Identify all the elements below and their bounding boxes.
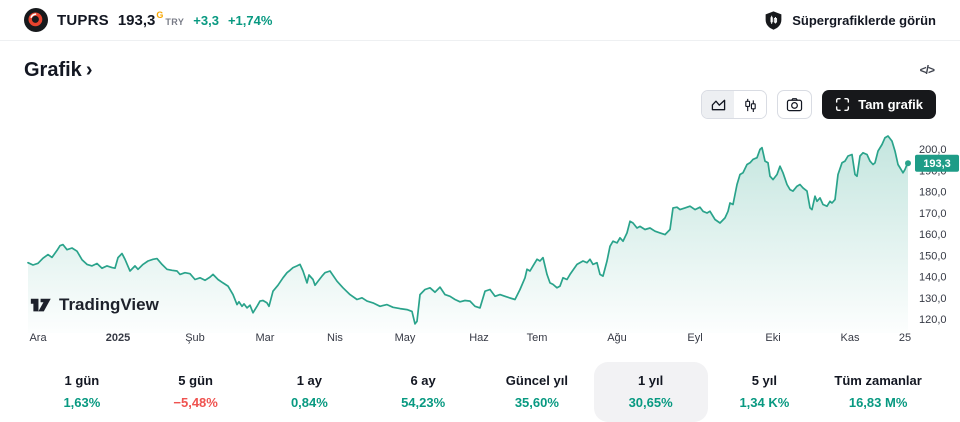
chevron-right-icon: › xyxy=(85,59,93,81)
chart-type-switch xyxy=(701,90,768,119)
tradingview-logo-icon xyxy=(30,298,51,311)
currency-label: TRY xyxy=(165,16,185,27)
x-axis-label: Ağu xyxy=(607,332,627,344)
range-label: 6 ay xyxy=(410,373,436,388)
range-performance: 1,63% xyxy=(63,395,101,410)
price-chart-canvas[interactable]: 200,0190,0180,0170,0160,0150,0140,0130,0… xyxy=(0,123,960,353)
y-axis-label: 170,0 xyxy=(919,208,947,220)
tradingview-watermark: TradingView xyxy=(30,295,159,315)
range-button-5gun[interactable]: 5 gün −5,48% xyxy=(139,362,253,422)
range-label: Güncel yıl xyxy=(505,373,568,388)
full-chart-button[interactable]: Tam grafik xyxy=(822,90,936,119)
range-button-tum-zamanlar[interactable]: Tüm zamanlar 16,83 M% xyxy=(821,362,935,422)
x-axis-label: Eyl xyxy=(687,332,702,344)
x-axis-label: Tem xyxy=(527,332,548,344)
y-axis-label: 200,0 xyxy=(919,144,947,156)
candlestick-chart-icon xyxy=(744,98,756,112)
y-axis-label: 180,0 xyxy=(919,187,947,199)
last-price-badge-label: 193,3 xyxy=(923,158,951,170)
fullscreen-icon xyxy=(836,97,850,112)
supercharts-label: Süpergrafiklerde görün xyxy=(792,12,936,28)
price-group: 193,3 G TRY xyxy=(117,9,185,29)
range-performance: 16,83 M% xyxy=(848,395,908,410)
full-chart-label: Tam grafik xyxy=(858,97,923,112)
x-axis-label: Mar xyxy=(256,332,275,344)
range-performance: 35,60% xyxy=(514,395,559,410)
range-label: Tüm zamanlar xyxy=(834,373,922,388)
tuprs-logo-icon xyxy=(24,8,48,32)
range-button-1ay[interactable]: 1 ay 0,84% xyxy=(253,362,367,422)
page-title: Grafik xyxy=(24,58,82,81)
tradingview-watermark-label: TradingView xyxy=(59,295,159,314)
embed-code-icon[interactable]: </> xyxy=(919,63,935,77)
y-axis-label: 140,0 xyxy=(919,272,947,284)
chart-toolbar: Tam grafik xyxy=(0,90,960,119)
price-chart[interactable]: 200,0190,0180,0170,0160,0150,0140,0130,0… xyxy=(0,123,960,353)
area-chart-button[interactable] xyxy=(702,91,735,118)
y-axis-label: 130,0 xyxy=(919,293,947,305)
range-performance: 54,23% xyxy=(401,395,446,410)
range-performance: −5,48% xyxy=(173,395,218,410)
range-button-1yil[interactable]: 1 yıl 30,65% xyxy=(593,362,708,422)
x-axis-label: Şub xyxy=(185,332,205,344)
chart-area-fill xyxy=(28,136,908,333)
x-axis-label: Ara xyxy=(29,332,47,344)
x-axis-label: Eki xyxy=(765,332,780,344)
y-axis-label: 160,0 xyxy=(919,229,947,241)
range-label: 5 gün xyxy=(178,373,213,388)
range-label: 1 yıl xyxy=(637,373,664,388)
range-button-guncel-yil[interactable]: Güncel yıl 35,60% xyxy=(480,362,594,422)
y-axis-label: 120,0 xyxy=(919,314,947,326)
x-axis-label: Haz xyxy=(469,332,489,344)
range-button-5yil[interactable]: 5 yıl 1,34 K% xyxy=(708,362,822,422)
price-change: +3,3 xyxy=(193,12,219,28)
price-change-percent: +1,74% xyxy=(227,12,273,28)
range-label: 1 gün xyxy=(64,373,100,388)
y-axis-label: 150,0 xyxy=(919,250,947,262)
supercharts-link[interactable]: Süpergrafiklerde görün xyxy=(763,10,936,31)
chart-line xyxy=(27,135,909,325)
range-button-6ay[interactable]: 6 ay 54,23% xyxy=(366,362,480,422)
section-title-link[interactable]: Grafik › xyxy=(24,58,92,82)
ticker-summary: TUPRS 193,3 G TRY +3,3 +1,74% xyxy=(24,8,272,32)
supercharts-shield-icon xyxy=(765,10,782,30)
symbol-name: TUPRS xyxy=(57,11,109,29)
x-axis-label: 25 xyxy=(899,332,911,344)
x-axis-label: 2025 xyxy=(106,332,130,344)
range-label: 1 ay xyxy=(296,373,323,388)
x-axis-label: Nis xyxy=(327,332,343,344)
range-performance: 30,65% xyxy=(628,395,673,410)
range-performance: 1,34 K% xyxy=(739,395,790,410)
section-header: Grafik › </> xyxy=(0,41,960,85)
market-flag: G xyxy=(156,9,164,20)
snapshot-button[interactable] xyxy=(777,90,813,119)
camera-icon xyxy=(787,98,803,112)
last-price-badge xyxy=(915,154,959,172)
candlestick-chart-button[interactable] xyxy=(734,91,767,118)
last-price-dot xyxy=(905,160,911,167)
x-axis-label: Kas xyxy=(841,332,860,344)
x-axis-label: May xyxy=(395,332,416,344)
range-selector: 1 gün 1,63% 5 gün −5,48% 1 ay 0,84% 6 ay… xyxy=(0,362,960,422)
area-chart-icon xyxy=(711,99,725,111)
ticker-topbar: TUPRS 193,3 G TRY +3,3 +1,74% Süpergrafi… xyxy=(0,0,960,41)
range-button-1gun[interactable]: 1 gün 1,63% xyxy=(25,362,139,422)
range-performance: 0,84% xyxy=(290,395,328,410)
range-label: 5 yıl xyxy=(751,373,778,388)
last-price: 193,3 xyxy=(117,11,156,29)
